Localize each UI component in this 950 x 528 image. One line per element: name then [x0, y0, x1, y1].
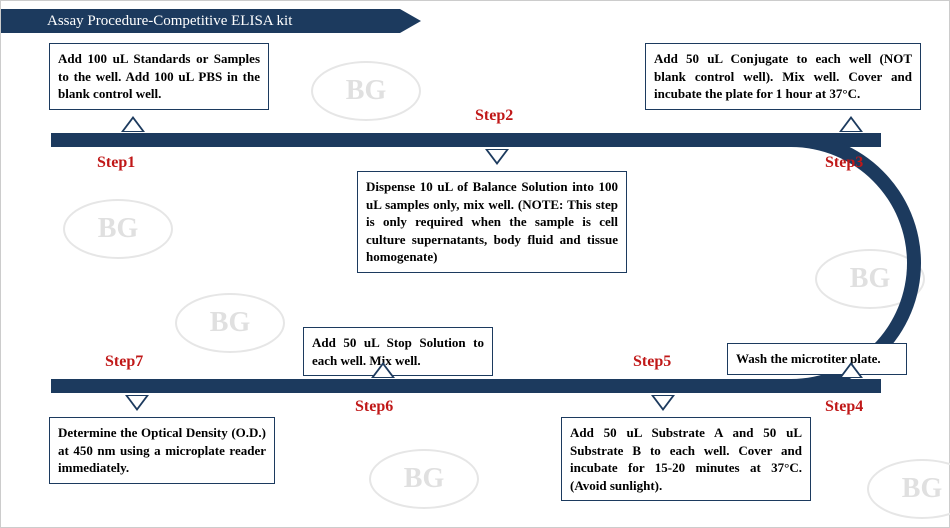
step1-label: Step1	[97, 154, 135, 172]
step7-box: Determine the Optical Density (O.D.) at …	[49, 417, 275, 484]
header-title-bar: Assay Procedure-Competitive ELISA kit	[1, 9, 421, 33]
watermark-bg: BG	[867, 459, 950, 519]
watermark-bg: BG	[369, 449, 479, 509]
watermark-bg: BG	[63, 199, 173, 259]
watermark-bg: BG	[175, 293, 285, 353]
step3-box: Add 50 uL Conjugate to each well (NOT bl…	[645, 43, 921, 110]
watermark-bg: BG	[311, 61, 421, 121]
step6-box: Add 50 uL Stop Solution to each well. Mi…	[303, 327, 493, 376]
step2-box: Dispense 10 uL of Balance Solution into …	[357, 171, 627, 273]
step4-arrow-icon	[839, 362, 863, 378]
step1-arrow-icon	[121, 116, 145, 132]
header-title: Assay Procedure-Competitive ELISA kit	[47, 13, 292, 29]
step4-label: Step4	[825, 398, 863, 416]
step7-arrow-icon	[125, 395, 149, 411]
step3-arrow-icon	[839, 116, 863, 132]
step3-label: Step3	[825, 154, 863, 172]
flow-path-bottom	[51, 379, 881, 393]
step6-arrow-icon	[371, 362, 395, 378]
step6-label: Step6	[355, 398, 393, 416]
step5-label: Step5	[633, 353, 671, 371]
step7-label: Step7	[105, 353, 143, 371]
step4-box: Wash the microtiter plate.	[727, 343, 907, 375]
step5-box: Add 50 uL Substrate A and 50 uL Substrat…	[561, 417, 811, 501]
step5-arrow-icon	[651, 395, 675, 411]
step1-box: Add 100 uL Standards or Samples to the w…	[49, 43, 269, 110]
step2-arrow-icon	[485, 149, 509, 165]
step2-label: Step2	[475, 107, 513, 125]
flow-path-top	[51, 133, 881, 147]
